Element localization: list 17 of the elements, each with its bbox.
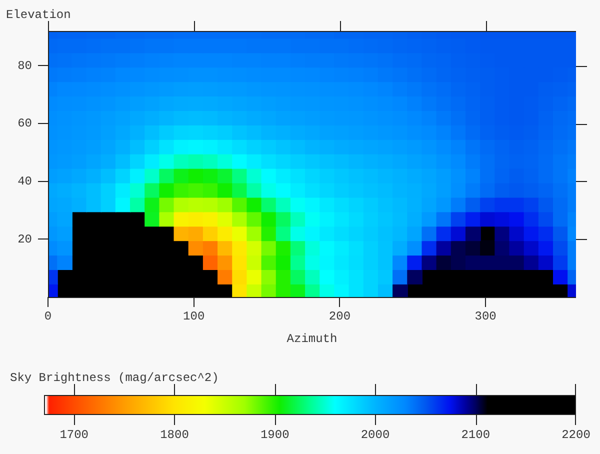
- color-bar-title: Sky Brightness (mag/arcsec^2): [10, 371, 219, 386]
- x-axis-title: Azimuth: [286, 332, 338, 346]
- y-tick-label: 20: [18, 232, 32, 246]
- x-tick-label: 300: [474, 309, 496, 324]
- y-tick-label: 60: [18, 116, 32, 131]
- x-tick-label: 0: [44, 309, 52, 324]
- color-bar-label: 1700: [60, 428, 89, 442]
- color-bar-label: 2000: [360, 428, 390, 442]
- y-tick-label: 80: [18, 58, 32, 73]
- color-bar-label: 1900: [260, 428, 290, 442]
- x-tick-label: 100: [183, 309, 205, 324]
- color-bar-label: 2100: [461, 428, 490, 442]
- x-tick-label: 200: [328, 309, 351, 324]
- y-tick-label: 40: [18, 174, 32, 189]
- y-axis-title: Elevation: [6, 8, 71, 22]
- color-bar-label: 1800: [160, 428, 189, 442]
- color-bar-label: 2200: [562, 428, 590, 442]
